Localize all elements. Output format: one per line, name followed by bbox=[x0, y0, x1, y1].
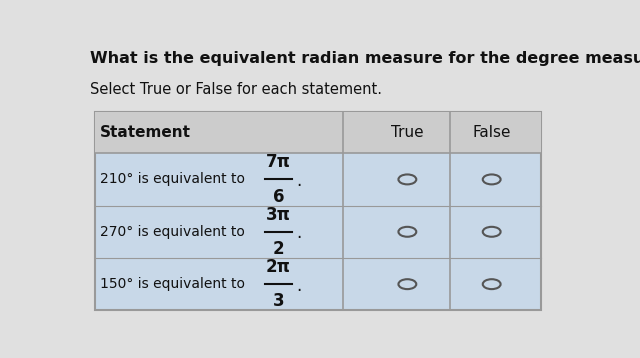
Bar bbox=[95, 112, 541, 310]
Text: .: . bbox=[296, 172, 301, 190]
Text: .: . bbox=[296, 224, 301, 242]
Text: 2: 2 bbox=[273, 240, 284, 258]
Text: 270° is equivalent to: 270° is equivalent to bbox=[100, 225, 244, 239]
Text: True: True bbox=[391, 125, 424, 140]
Text: False: False bbox=[472, 125, 511, 140]
Bar bbox=[95, 112, 541, 153]
Text: .: . bbox=[296, 276, 301, 295]
Text: 150° is equivalent to: 150° is equivalent to bbox=[100, 277, 245, 291]
Text: Select True or False for each statement.: Select True or False for each statement. bbox=[90, 82, 382, 97]
Text: 7π: 7π bbox=[266, 153, 291, 171]
Text: 210° is equivalent to: 210° is equivalent to bbox=[100, 173, 245, 187]
Text: 6: 6 bbox=[273, 188, 284, 206]
Text: 3: 3 bbox=[273, 292, 284, 310]
Text: 3π: 3π bbox=[266, 205, 291, 223]
Text: Statement: Statement bbox=[100, 125, 191, 140]
Text: 2π: 2π bbox=[266, 258, 291, 276]
Text: What is the equivalent radian measure for the degree measure?: What is the equivalent radian measure fo… bbox=[90, 51, 640, 66]
